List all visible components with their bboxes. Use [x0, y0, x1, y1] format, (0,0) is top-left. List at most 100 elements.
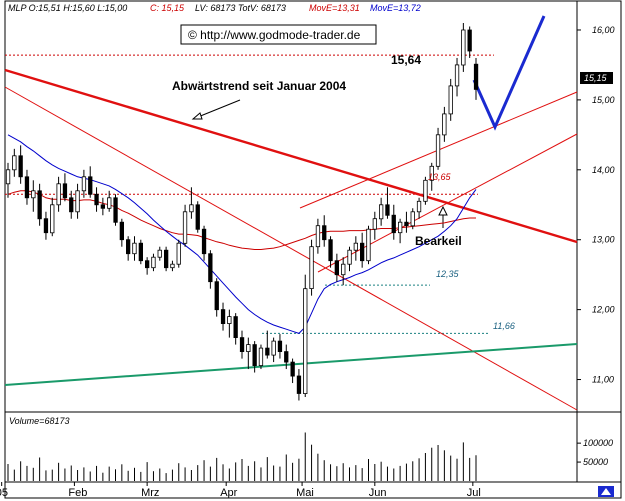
candle-body	[144, 260, 150, 269]
candle-body	[24, 176, 30, 199]
bearkeil-arrowhead	[438, 205, 448, 216]
candle-body	[271, 340, 276, 356]
candle-body	[397, 221, 403, 234]
month-tick-label: Mrz	[141, 487, 159, 499]
candle-body	[94, 193, 99, 206]
price-tick-label: 13,00	[592, 235, 615, 245]
candle-body	[208, 253, 213, 283]
candle-body	[416, 200, 422, 213]
candle-body	[100, 204, 105, 209]
price-tick-label: 14,00	[592, 165, 615, 175]
price-tick-label: 11,00	[592, 375, 614, 385]
candle-body	[227, 316, 232, 325]
candle-body	[50, 204, 55, 234]
candle-body	[88, 176, 93, 195]
candle-body	[467, 29, 472, 52]
candle-body	[5, 169, 11, 185]
candle-body	[62, 183, 68, 199]
candle-body	[233, 316, 238, 339]
url-box	[180, 24, 377, 45]
last-price-label: 15,15	[584, 73, 608, 83]
candle-body	[107, 197, 112, 209]
candle-body	[151, 256, 156, 269]
candle-body	[214, 281, 219, 311]
price-tick-label: 12,00	[592, 305, 615, 315]
candle-body	[113, 197, 118, 223]
url-text: © http://www.godmode-trader.de	[188, 28, 361, 42]
month-tick-label: Feb	[68, 487, 87, 499]
up-arrow-icon	[601, 488, 611, 495]
header-close-info: C: 15,15	[150, 3, 185, 13]
candle-body	[75, 190, 80, 213]
projection-path	[472, 15, 546, 131]
candle-body	[119, 221, 124, 241]
candle-body	[423, 179, 428, 202]
candle-body	[322, 225, 327, 241]
month-tick-label: Jun	[369, 487, 387, 499]
volume-bars	[7, 432, 477, 481]
candle-body	[315, 225, 321, 248]
candle-body	[366, 228, 371, 262]
candle-body	[31, 190, 36, 199]
horizontal-levels	[5, 54, 494, 334]
header-ma1-info: MovE=13,31	[309, 3, 360, 13]
candle-body	[246, 344, 251, 353]
candle-body	[448, 85, 453, 115]
candle-body	[309, 246, 314, 289]
candle-body	[138, 242, 144, 262]
candle-body	[341, 263, 346, 276]
annotation-arrowhead	[191, 112, 203, 120]
level-1235-label: 12,35	[436, 269, 460, 279]
candle-body	[385, 204, 390, 216]
candle-body	[195, 204, 200, 230]
volume-tick-label: 50000	[583, 457, 608, 467]
month-tick-label: Apr	[220, 487, 237, 499]
candle-body	[132, 242, 137, 255]
candle-body	[372, 218, 378, 230]
candle-body	[265, 347, 270, 356]
candle-body	[353, 242, 359, 251]
candle-body	[176, 242, 181, 265]
candle-body	[461, 29, 466, 66]
candle-body	[347, 249, 352, 265]
level-1166-label: 11,66	[493, 321, 515, 331]
price-tick-label: 16,00	[592, 25, 615, 35]
candle-body	[239, 337, 245, 353]
candle-body	[126, 239, 131, 255]
last-price-box	[580, 72, 613, 84]
candle-body	[328, 239, 333, 262]
candle-body	[170, 263, 175, 269]
candle-body	[359, 242, 365, 262]
candle-body	[334, 260, 340, 276]
candle-body	[296, 375, 302, 394]
candle-body	[404, 221, 409, 227]
candle-body	[163, 249, 169, 269]
candle-body	[157, 249, 162, 258]
candle-body	[81, 176, 87, 192]
candle-body	[189, 204, 194, 213]
candle-body	[182, 211, 188, 244]
candle-body	[252, 344, 257, 367]
price-tick-label: 15,00	[592, 95, 615, 105]
header-volume-info: LV: 68173 TotV: 68173	[195, 3, 286, 13]
candle-body	[220, 309, 226, 325]
header-ma2-info: MovE=13,72	[370, 3, 421, 13]
candles	[5, 22, 479, 401]
candle-body	[69, 197, 74, 213]
steep-downtrend-line	[4, 86, 578, 411]
axes: 16,00 15,00 14,00 13,00 12,00 11,00 100000 5000…	[0, 25, 615, 499]
candle-body	[410, 211, 415, 227]
volume-tick-label: 100000	[583, 438, 613, 448]
candle-body	[201, 228, 207, 255]
candle-body	[277, 340, 283, 353]
month-tick-label: Jul	[467, 487, 481, 499]
candle-body	[429, 165, 434, 181]
downtrend-line	[4, 68, 578, 244]
candle-body	[435, 134, 441, 167]
bearkeil-label: Bearkeil	[415, 234, 462, 248]
volume-label: Volume=68173	[9, 416, 69, 426]
candle-body	[290, 361, 295, 377]
candle-body	[378, 204, 384, 220]
